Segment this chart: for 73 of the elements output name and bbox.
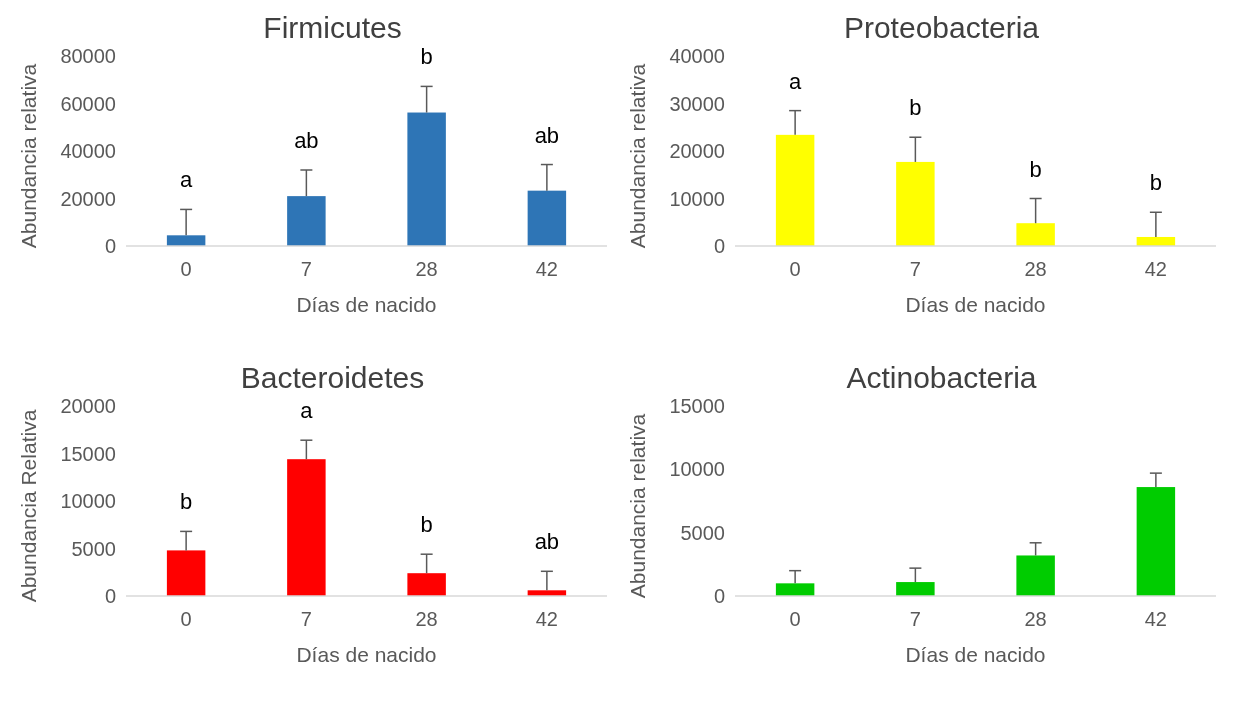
bar (166, 235, 206, 246)
annotation: b (420, 44, 433, 70)
chart-title: Proteobacteria (843, 11, 1040, 44)
bar (896, 161, 935, 246)
x-tick-label: 42 (535, 608, 558, 630)
y-tick-label: 15000 (60, 442, 116, 465)
bar (407, 112, 446, 246)
y-tick-label: 60000 (60, 92, 116, 115)
chart-title: Bacteroidetes (240, 361, 425, 394)
x-tick-label: 7 (300, 258, 312, 280)
annotation: a (789, 68, 802, 94)
annotation: b (180, 489, 193, 515)
y-tick-label: 80000 (60, 45, 116, 67)
x-tick-label: 28 (1024, 258, 1047, 280)
x-tick-label: 0 (180, 608, 192, 630)
y-axis-title: Abundancia relativa (626, 63, 649, 249)
x-axis-title: Días de nacido (905, 643, 1046, 666)
y-tick-label: 0 (713, 585, 725, 607)
bar (775, 134, 815, 246)
annotation: b (420, 512, 433, 538)
annotation: b (1029, 156, 1042, 182)
y-tick-label: 15000 (669, 395, 725, 417)
y-axis-title: Abundancia relativa (626, 413, 649, 599)
annotation: b (909, 95, 922, 121)
x-tick-label: 7 (909, 258, 921, 280)
y-tick-label: 5000 (71, 537, 116, 560)
x-tick-label: 28 (415, 258, 438, 280)
bar (1016, 223, 1055, 246)
bar (287, 459, 326, 596)
y-axis-title: Abundancia Relativa (17, 409, 40, 603)
y-tick-label: 10000 (669, 458, 725, 481)
x-tick-label: 42 (1144, 608, 1167, 630)
y-tick-label: 40000 (669, 45, 725, 67)
annotation: a (180, 167, 193, 193)
x-axis-title: Días de nacido (296, 293, 437, 316)
x-tick-label: 28 (415, 608, 438, 630)
bar (527, 190, 567, 246)
y-tick-label: 20000 (60, 395, 116, 417)
annotation: ab (534, 122, 560, 148)
y-tick-label: 20000 (60, 187, 116, 210)
y-tick-label: 30000 (669, 92, 725, 115)
bar (896, 582, 935, 596)
x-tick-label: 0 (789, 258, 801, 280)
x-tick-label: 42 (1144, 258, 1167, 280)
y-tick-label: 0 (713, 235, 725, 257)
y-axis-title: Abundancia relativa (17, 63, 40, 249)
chart-title: Actinobacteria (846, 361, 1037, 394)
y-tick-label: 0 (104, 585, 116, 607)
annotation: ab (534, 529, 560, 555)
x-tick-label: 0 (789, 608, 801, 630)
annotation: ab (294, 128, 319, 153)
y-tick-label: 40000 (60, 140, 116, 162)
x-tick-label: 7 (300, 608, 312, 630)
bar (287, 196, 326, 246)
y-tick-label: 5000 (680, 521, 725, 544)
x-axis-title: Días de nacido (905, 293, 1046, 316)
bar (1016, 555, 1055, 596)
y-tick-label: 20000 (669, 140, 725, 162)
x-tick-label: 42 (535, 258, 558, 280)
x-axis-title: Días de nacido (296, 643, 437, 666)
y-tick-label: 10000 (60, 490, 116, 512)
x-tick-label: 0 (180, 258, 192, 280)
chart-title: Firmicutes (263, 11, 402, 44)
x-tick-label: 7 (909, 608, 921, 630)
annotation: a (300, 398, 314, 424)
bar (775, 583, 815, 596)
x-tick-label: 28 (1024, 608, 1047, 630)
bar (407, 573, 446, 596)
y-tick-label: 10000 (669, 187, 725, 210)
annotation: b (1149, 170, 1162, 196)
y-tick-label: 0 (104, 235, 116, 257)
bar (166, 550, 206, 596)
bar (1136, 487, 1176, 596)
